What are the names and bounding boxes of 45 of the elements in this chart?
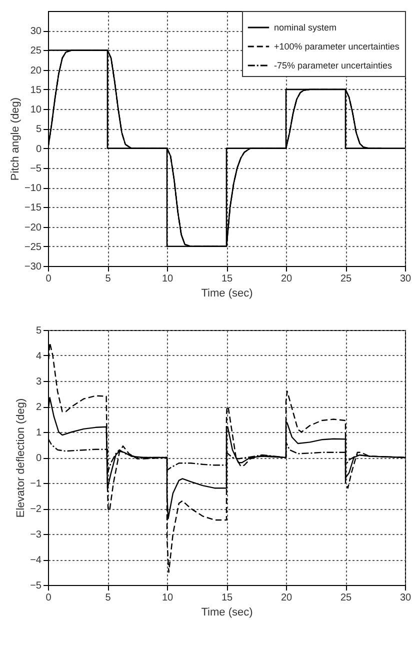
y-tick-label: −1 <box>30 478 42 490</box>
legend-label: -75% parameter uncertainties <box>274 60 393 70</box>
y-tick-label: −15 <box>24 202 42 214</box>
y-tick-label: −5 <box>30 163 42 174</box>
legend-label: +100% parameter uncertainties <box>274 42 400 52</box>
x-tick-label: 25 <box>340 592 352 604</box>
x-tick-label: 20 <box>280 274 292 284</box>
y-tick-label: 20 <box>30 65 42 76</box>
y-tick-label: −4 <box>30 555 42 566</box>
y-tick-label: 3 <box>36 376 42 388</box>
x-tick-label: 10 <box>162 592 174 604</box>
y-tick-label: −10 <box>24 183 42 194</box>
y-tick-label: 2 <box>36 402 42 413</box>
y-tick-label: 0 <box>36 144 42 155</box>
y-tick-label: −3 <box>30 530 42 540</box>
x-tick-label: 30 <box>400 592 412 604</box>
y-tick-label: 5 <box>36 326 42 336</box>
x-tick-label: 0 <box>46 592 52 604</box>
x-tick-label: 20 <box>280 592 292 604</box>
legend-label: nominal system <box>274 22 337 32</box>
x-tick-label: 5 <box>105 592 112 604</box>
y-tick-label: 10 <box>30 104 42 116</box>
y-tick-label: 30 <box>30 26 42 38</box>
x-tick-label: 10 <box>162 274 174 284</box>
y-tick-label: −20 <box>24 222 42 234</box>
y-axis-title: Elevator deflection (deg) <box>15 398 28 518</box>
x-tick-label: 5 <box>105 274 112 284</box>
y-tick-label: −30 <box>24 262 42 272</box>
y-tick-label: 25 <box>30 46 42 57</box>
y-tick-label: 1 <box>36 428 42 438</box>
x-tick-label: 15 <box>221 592 233 604</box>
x-tick-label: 25 <box>340 274 352 284</box>
y-tick-label: 4 <box>36 351 42 362</box>
y-tick-label: 0 <box>36 453 42 464</box>
x-axis-title: Time (sec) <box>201 606 253 618</box>
x-tick-label: 0 <box>46 274 52 284</box>
x-tick-label: 30 <box>400 274 412 284</box>
y-tick-label: −25 <box>24 242 42 253</box>
y-tick-label: −5 <box>30 580 42 592</box>
y-tick-label: −2 <box>30 504 42 515</box>
y-axis-title: Pitch angle (deg) <box>10 97 22 181</box>
x-axis-title: Time (sec) <box>201 288 253 300</box>
y-tick-label: 5 <box>36 124 42 136</box>
y-tick-label: 15 <box>30 84 42 96</box>
x-tick-label: 15 <box>221 274 233 284</box>
